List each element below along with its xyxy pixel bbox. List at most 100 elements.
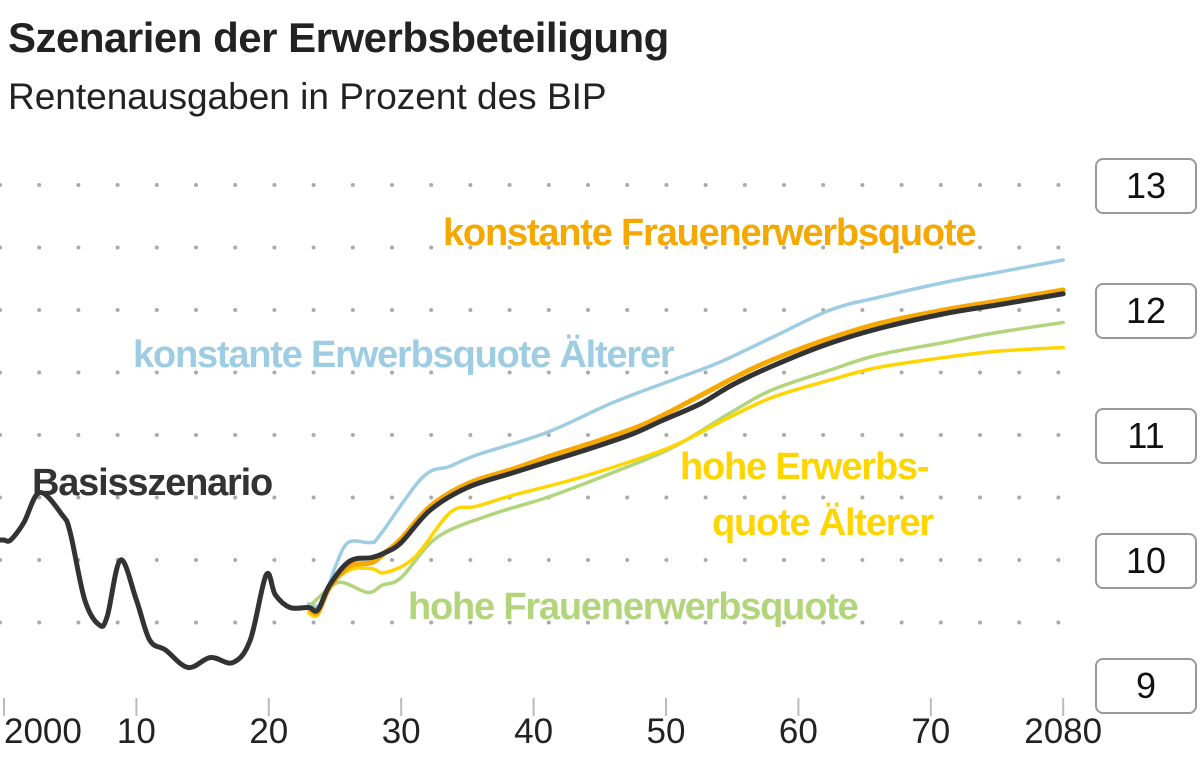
grid-dot — [154, 183, 159, 187]
grid-dot — [586, 495, 590, 500]
grid-dot — [272, 495, 277, 500]
grid-dot — [37, 558, 42, 562]
grid-dot — [76, 245, 81, 250]
grid-dot — [1056, 433, 1061, 437]
grid-dot — [664, 620, 669, 625]
grid-dot — [154, 245, 159, 250]
grid-dot — [37, 183, 42, 187]
grid-dot — [233, 620, 238, 625]
grid-dot — [664, 245, 669, 250]
grid-dot — [272, 183, 277, 187]
y-tick-label: 11 — [1095, 408, 1197, 464]
grid-dot — [1017, 245, 1022, 250]
grid-dot — [233, 308, 238, 312]
grid-dot — [37, 433, 42, 437]
label-hohe-frauenerwerbsquote: hohe Frauenerwerbsquote — [408, 586, 859, 628]
grid-dot — [37, 620, 42, 625]
series-line-hohe-erwerbsquote-älterer — [306, 345, 1065, 619]
grid-dot — [860, 245, 865, 250]
grid-dot — [821, 183, 826, 187]
grid-dot — [821, 558, 826, 562]
grid-dot — [272, 308, 277, 312]
grid-dot — [938, 558, 943, 562]
grid-dot — [507, 245, 512, 250]
label-hohe-erwerbsquote-aelterer-1: hohe Erwerbs- — [680, 446, 930, 488]
grid-dot — [899, 308, 904, 312]
grid-dot — [429, 620, 434, 625]
grid-dot — [390, 433, 394, 437]
y-tick-label: 10 — [1095, 533, 1197, 589]
grid-dot — [664, 370, 669, 375]
grid-dot — [938, 433, 943, 437]
grid-dot — [899, 495, 904, 500]
grid-dot — [860, 308, 865, 312]
series-line-konstante-erwerbsquote-älterer — [306, 258, 1065, 609]
grid-dot — [1056, 245, 1061, 250]
grid-dot — [586, 370, 590, 375]
grid-dot — [1056, 558, 1061, 562]
grid-dot — [154, 620, 159, 625]
grid-dot — [115, 620, 120, 625]
grid-dot — [703, 370, 708, 375]
grid-dot — [154, 495, 159, 500]
grid-dot — [507, 370, 512, 375]
grid-dot — [76, 495, 81, 500]
grid-dot — [860, 620, 865, 625]
grid-dot — [311, 433, 316, 437]
x-tick-label: 2080 — [1024, 712, 1103, 751]
grid-dot — [0, 183, 2, 187]
x-tick-label: 60 — [778, 712, 818, 751]
grid-dot — [0, 558, 2, 562]
grid-dot — [194, 308, 198, 312]
grid-dot — [664, 495, 669, 500]
grid-dot — [468, 370, 473, 375]
grid-dot — [194, 245, 198, 250]
grid-dot — [350, 245, 355, 250]
grid-dot — [664, 558, 669, 562]
grid-dot — [742, 620, 747, 625]
grid-dot — [0, 433, 2, 437]
grid-dot — [115, 308, 120, 312]
grid-dot — [429, 245, 434, 250]
grid-dot — [154, 370, 159, 375]
grid-dot — [978, 495, 982, 500]
grid-dot — [350, 308, 355, 312]
grid-dot — [115, 495, 120, 500]
grid-dot — [311, 558, 316, 562]
grid-dot — [0, 245, 2, 250]
x-tick-label: 40 — [514, 712, 554, 751]
y-tick-label: 9 — [1095, 658, 1197, 714]
grid-dot — [115, 370, 120, 375]
grid-dot — [311, 620, 316, 625]
grid-dot — [1056, 183, 1061, 187]
grid-dot — [978, 183, 982, 187]
grid-dot — [76, 308, 81, 312]
chart-title: Szenarien der Erwerbsbeteiligung — [8, 14, 669, 61]
grid-dot — [468, 495, 473, 500]
grid-dot — [899, 433, 904, 437]
grid-dot — [860, 558, 865, 562]
grid-dot — [742, 495, 747, 500]
grid-dot — [978, 245, 982, 250]
grid-dot — [625, 495, 630, 500]
x-tick-label: 70 — [911, 712, 951, 751]
y-tick-label: 13 — [1095, 158, 1197, 214]
grid-dot — [664, 183, 669, 187]
grid-dot — [821, 620, 826, 625]
grid-dot — [390, 620, 394, 625]
x-tick-label: 2000 — [4, 712, 82, 751]
series-line-hohe-frauenerwerbsquote — [306, 320, 1065, 610]
grid-dot — [1017, 495, 1022, 500]
series-lines — [0, 258, 1066, 671]
series-line-basisszenario — [0, 291, 1066, 671]
x-axis-ticks — [3, 698, 1065, 716]
grid-dot — [899, 620, 904, 625]
grid-dot — [742, 183, 747, 187]
grid-dot — [703, 433, 708, 437]
grid-dot — [703, 620, 708, 625]
grid-dot — [194, 433, 198, 437]
grid-dot — [1017, 308, 1022, 312]
grid-dot — [899, 370, 904, 375]
grid-dot — [194, 558, 198, 562]
